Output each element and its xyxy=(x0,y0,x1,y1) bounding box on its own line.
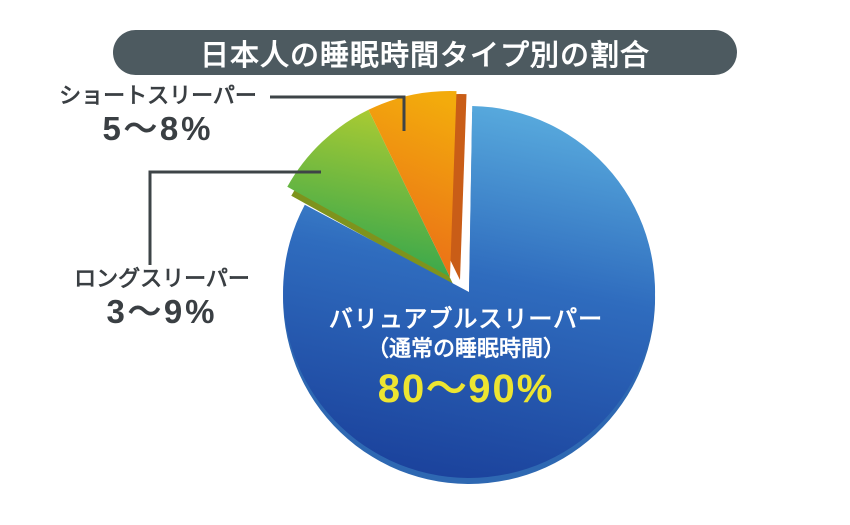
valuable-sleeper-label: バリュアブルスリーパー （通常の睡眠時間） 80〜90% xyxy=(329,305,603,414)
short-sleeper-range: 5〜8% xyxy=(102,110,214,148)
valuable-sleeper-name: バリュアブルスリーパー xyxy=(328,306,604,333)
valuable-slice xyxy=(283,106,656,478)
long-sleeper-name: ロングスリーパー xyxy=(74,266,250,291)
long-sleeper-label: ロングスリーパー 3〜9% xyxy=(62,266,262,331)
short-sleeper-name: ショートスリーパー xyxy=(59,83,257,108)
valuable-sleeper-subname: （通常の睡眠時間） xyxy=(366,336,565,361)
long-sleeper-range: 3〜9% xyxy=(106,293,218,331)
page-title: 日本人の睡眠時間タイプ別の割合 xyxy=(199,39,650,72)
long-slice xyxy=(287,109,450,277)
short-sleeper-label: ショートスリーパー 5〜8% xyxy=(46,83,270,148)
long-sleeper-leader-line xyxy=(148,170,321,265)
valuable-sleeper-range: 80〜90% xyxy=(377,366,555,411)
short-sleeper-leader-line xyxy=(270,95,406,131)
title-banner: 日本人の睡眠時間タイプ別の割合 xyxy=(113,30,737,75)
short-slice xyxy=(368,90,457,277)
